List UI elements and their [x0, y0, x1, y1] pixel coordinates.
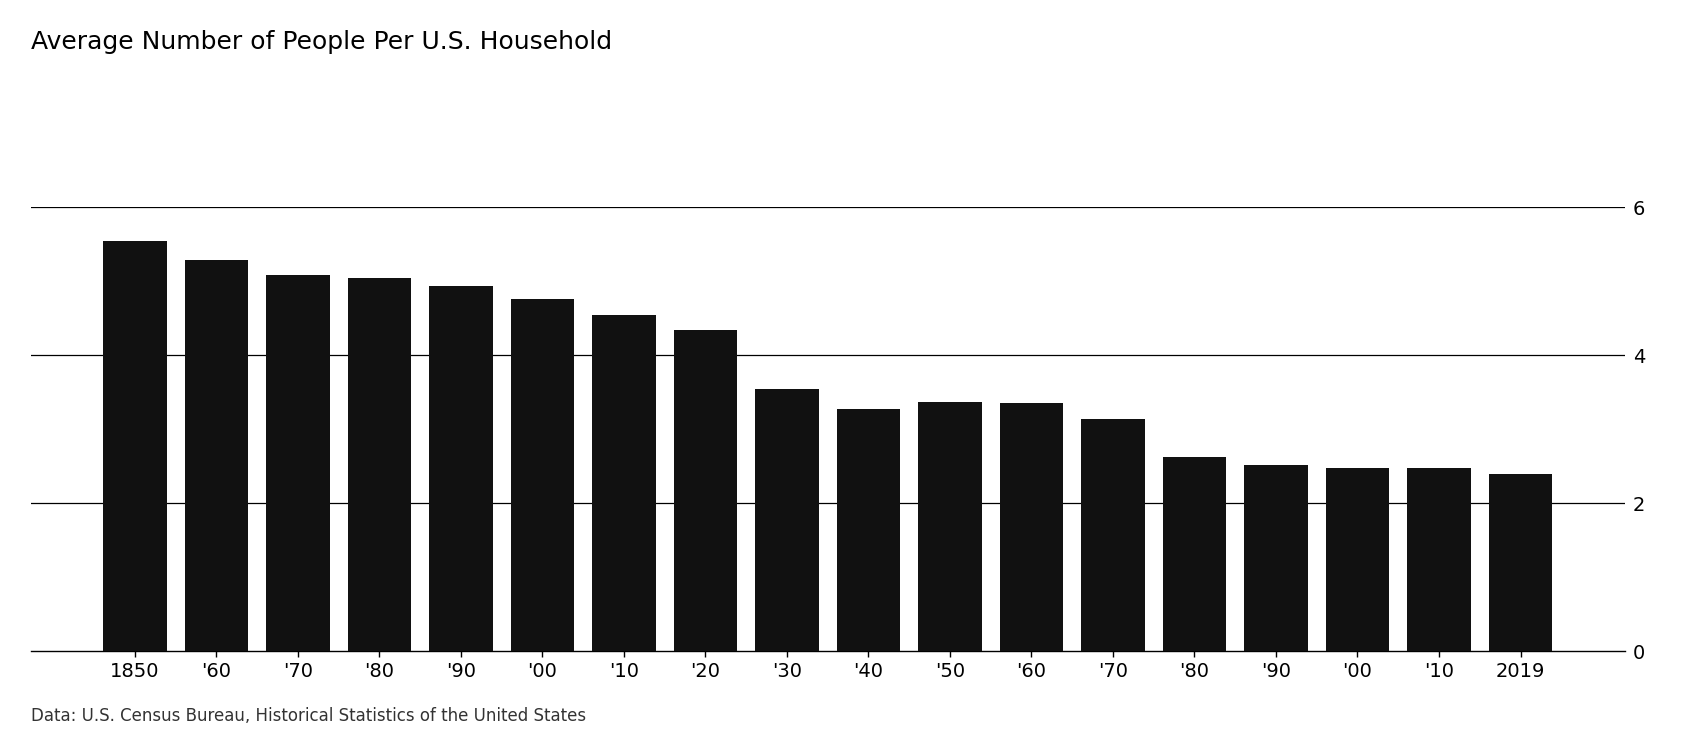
Bar — [1163, 457, 1226, 651]
Bar — [1080, 419, 1145, 651]
Bar — [1408, 468, 1470, 651]
Bar — [266, 275, 329, 651]
Bar — [999, 403, 1063, 651]
Bar — [836, 409, 901, 651]
Bar — [1326, 468, 1389, 651]
Text: Average Number of People Per U.S. Household: Average Number of People Per U.S. Househ… — [31, 30, 612, 53]
Bar — [510, 299, 575, 651]
Text: Data: U.S. Census Bureau, Historical Statistics of the United States: Data: U.S. Census Bureau, Historical Sta… — [31, 707, 585, 725]
Bar — [918, 402, 982, 651]
Bar — [1489, 474, 1552, 651]
Bar — [429, 286, 492, 651]
Bar — [755, 389, 819, 651]
Bar — [185, 260, 248, 651]
Bar — [592, 315, 656, 651]
Bar — [1245, 465, 1308, 651]
Bar — [348, 278, 410, 651]
Bar — [673, 330, 738, 651]
Bar — [103, 240, 166, 651]
